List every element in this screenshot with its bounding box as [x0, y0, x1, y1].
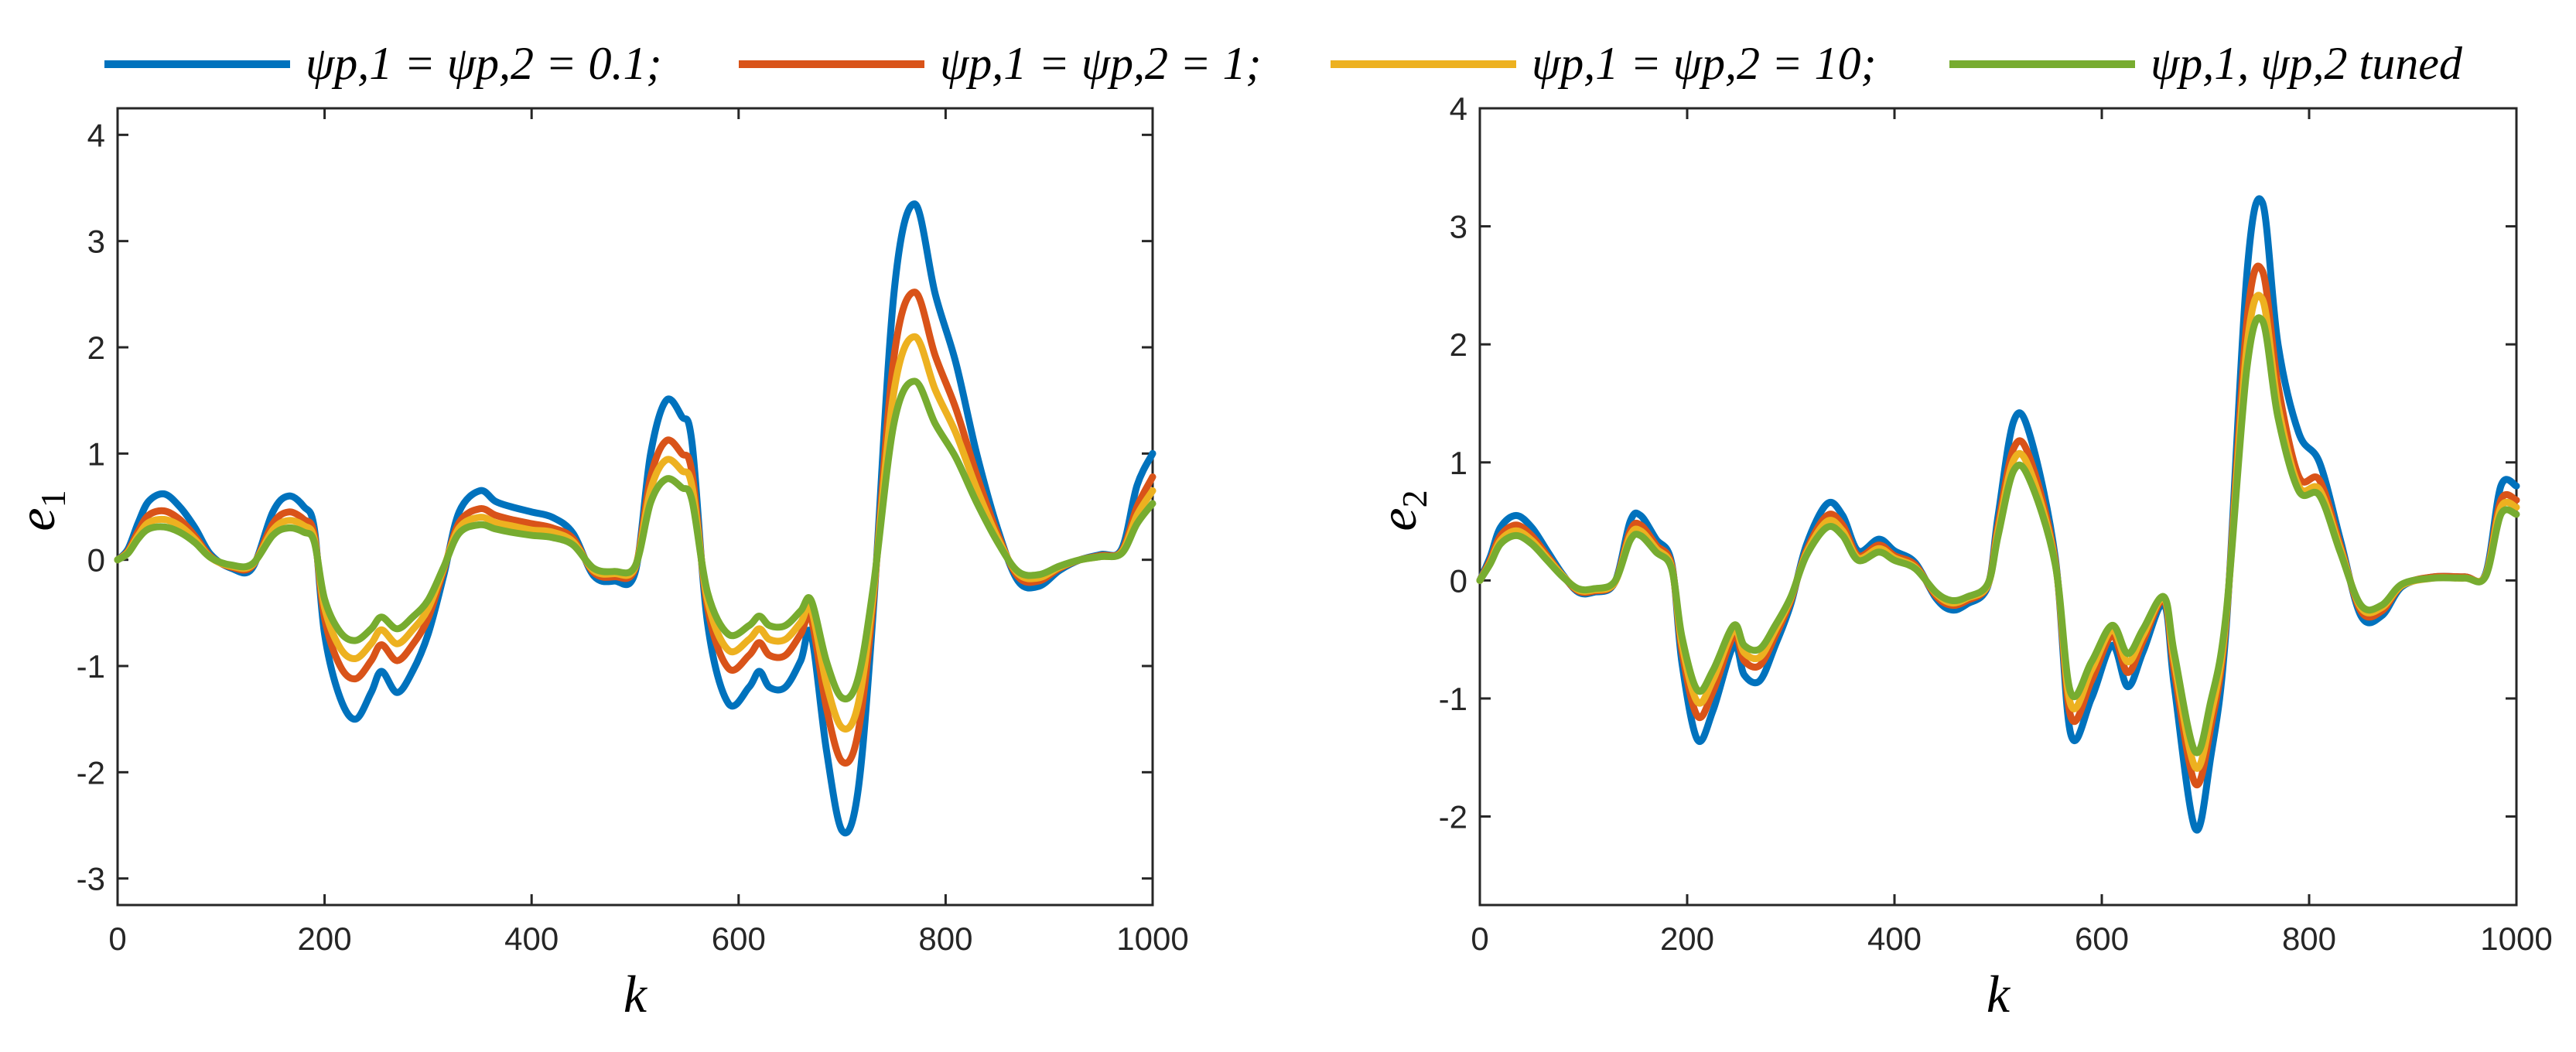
chart-2-ytick-label: 0	[1450, 562, 1467, 599]
chart-2-ytick-label: -2	[1439, 799, 1467, 835]
legend-label-series-1: ψp,1 = ψp,2 = 0.1;	[306, 38, 662, 89]
chart-2-xtick-label: 0	[1471, 920, 1488, 957]
chart-1-xtick-label: 600	[712, 920, 766, 957]
chart-e1-ylabel-subscript: 1	[33, 490, 73, 507]
chart-2-series-4-line	[1476, 314, 2520, 757]
chart-1-ytick-label: -1	[77, 648, 105, 685]
chart-e1-series	[114, 200, 1156, 837]
chart-1-ytick-label: -3	[77, 861, 105, 897]
chart-1-ytick-label: 0	[87, 542, 105, 579]
chart-2-ytick-label: 2	[1450, 326, 1467, 363]
chart-e1-xlabel: k	[624, 965, 648, 1023]
chart-e2-ylabel: e2	[1368, 490, 1434, 531]
chart-1-xtick-label: 800	[918, 920, 972, 957]
legend: ψp,1 = ψp,2 = 0.1; ψp,1 = ψp,2 = 1; ψp,1…	[104, 38, 2463, 89]
chart-2-ytick-label: -1	[1439, 681, 1467, 717]
chart-e1-ticks: 0 200 400 600 800 1000 -3 -2 -1 0 1 2 3 4	[77, 108, 1189, 957]
chart-2-xtick-label: 200	[1660, 920, 1714, 957]
chart-e2-series	[1476, 195, 2520, 834]
chart-1-ytick-label: 3	[87, 224, 105, 260]
chart-e1: 0 200 400 600 800 1000 -3 -2 -1 0 1 2 3 4 k e1	[7, 107, 1189, 1023]
chart-2-xtick-label: 1000	[2480, 920, 2552, 957]
chart-1-xtick-label: 1000	[1116, 920, 1188, 957]
chart-2-ytick-label: 1	[1450, 445, 1467, 481]
chart-1-xtick-label: 400	[504, 920, 559, 957]
chart-e2-ticks: 0 200 400 600 800 1000 -2 -1 0 1 2 3 4	[1439, 91, 2553, 957]
chart-1-xtick-label: 200	[298, 920, 352, 957]
chart-1-ytick-label: 2	[87, 330, 105, 366]
chart-1-ytick-label: 4	[87, 117, 105, 153]
chart-e2-ylabel-subscript: 2	[1395, 490, 1434, 507]
chart-1-series-1-line	[114, 200, 1156, 837]
chart-1-ytick-label: -2	[77, 754, 105, 791]
legend-label-series-4: ψp,1, ψp,2 tuned	[2151, 38, 2463, 89]
chart-2-xtick-label: 600	[2075, 920, 2129, 957]
chart-e2-xlabel: k	[1987, 965, 2011, 1023]
chart-2-ytick-label: 4	[1450, 91, 1467, 127]
chart-e1-ylabel: e1	[7, 490, 73, 531]
chart-2-xtick-label: 800	[2282, 920, 2336, 957]
chart-2-ytick-label: 3	[1450, 209, 1467, 245]
chart-1-xtick-label: 0	[108, 920, 126, 957]
chart-1-series-4-line	[114, 377, 1156, 702]
legend-label-series-3: ψp,1 = ψp,2 = 10;	[1532, 38, 1877, 89]
legend-label-series-2: ψp,1 = ψp,2 = 1;	[940, 38, 1262, 89]
chart-2-xtick-label: 400	[1867, 920, 1922, 957]
chart-1-ytick-label: 1	[87, 435, 105, 472]
